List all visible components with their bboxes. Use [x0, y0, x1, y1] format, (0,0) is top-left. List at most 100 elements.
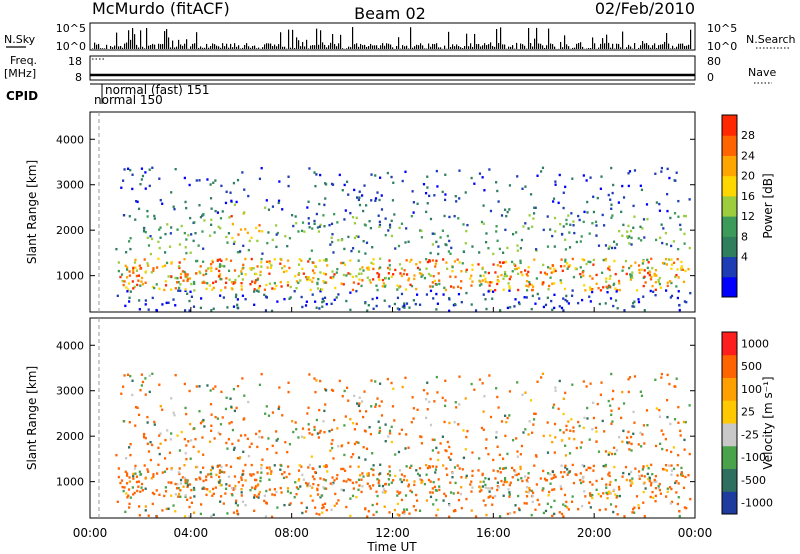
velocity-cell	[429, 457, 432, 461]
velocity-cell	[135, 480, 138, 484]
power-cell	[293, 290, 296, 293]
power-cell	[218, 263, 222, 266]
velocity-cell	[288, 443, 292, 446]
velocity-cell	[663, 468, 666, 471]
velocity-cell	[415, 469, 418, 472]
velocity-cell	[317, 483, 320, 487]
power-cell	[515, 267, 518, 271]
velocity-cell	[140, 486, 143, 489]
power-cell	[581, 258, 584, 261]
velocity-cell	[602, 492, 605, 495]
power-cell	[650, 275, 653, 279]
noise-bar	[610, 47, 612, 49]
velocity-cell	[260, 463, 263, 467]
noise-bar	[342, 48, 344, 49]
noise-bar	[346, 48, 348, 49]
power-cell	[492, 252, 495, 256]
velocity-cell	[549, 434, 552, 437]
velocity-cell	[630, 480, 633, 483]
velocity-cell	[370, 467, 373, 471]
power-cell	[201, 281, 204, 284]
power-cell	[185, 206, 188, 210]
power-cell	[199, 271, 202, 275]
velocity-cell	[282, 476, 286, 480]
power-cell	[253, 288, 256, 291]
velocity-cell	[627, 378, 630, 381]
velocity-cell	[515, 437, 518, 440]
velocity-cell	[441, 396, 444, 400]
velocity-cell	[640, 394, 644, 398]
velocity-cell	[211, 494, 214, 497]
power-cell	[321, 305, 324, 308]
velocity-cell	[138, 514, 141, 517]
velocity-cell	[183, 476, 186, 480]
velocity-cell	[294, 421, 297, 424]
power-cell	[258, 224, 261, 227]
noise-bar	[132, 28, 134, 49]
power-cell	[179, 272, 183, 276]
velocity-cell	[664, 463, 668, 467]
velocity-cell	[194, 437, 197, 441]
power-cell	[367, 304, 370, 307]
velocity-cell	[552, 403, 556, 406]
power-cell	[193, 289, 196, 292]
velocity-cell	[533, 412, 536, 415]
power-cell	[416, 266, 420, 270]
power-cell	[318, 225, 321, 228]
noise-bar	[470, 43, 472, 49]
velocity-cell	[438, 485, 441, 488]
velocity-cell	[371, 452, 374, 455]
power-cell	[414, 302, 417, 306]
velocity-cell	[134, 405, 138, 409]
velocity-cell	[449, 458, 452, 461]
colorbar-swatch	[722, 377, 737, 401]
velocity-cell	[267, 414, 271, 417]
velocity-cell	[144, 476, 148, 479]
velocity-cell	[617, 485, 621, 489]
velocity-cell	[654, 444, 658, 448]
velocity-cell	[325, 508, 328, 512]
power-cell	[140, 280, 143, 283]
power-cell	[374, 199, 377, 202]
power-cell	[186, 273, 189, 276]
power-cell	[670, 294, 674, 298]
noise-bar	[444, 45, 446, 49]
power-cell	[144, 171, 147, 174]
velocity-cell	[345, 480, 348, 483]
colorbar-swatch	[722, 256, 737, 278]
power-cell	[205, 287, 208, 291]
power-cell	[566, 262, 569, 265]
power-cell	[471, 263, 474, 267]
power-cell	[316, 226, 319, 229]
power-cell	[157, 240, 160, 244]
power-cell	[561, 232, 564, 236]
power-cell	[137, 207, 141, 211]
power-cell	[403, 269, 406, 272]
velocity-cell	[525, 486, 529, 489]
power-cell	[378, 225, 381, 228]
power-cell	[451, 269, 454, 273]
velocity-cell	[426, 392, 429, 395]
power-cell	[288, 266, 291, 270]
velocity-cell	[505, 480, 509, 484]
velocity-cell	[413, 480, 416, 483]
velocity-cell	[418, 467, 422, 470]
noise-bar	[676, 46, 678, 49]
power-cell	[308, 257, 311, 261]
power-cell	[429, 289, 433, 293]
velocity-cell	[388, 470, 391, 473]
power-cell	[524, 269, 527, 272]
velocity-cell	[613, 488, 616, 492]
power-cell	[212, 286, 215, 290]
power-cell	[302, 272, 305, 275]
velocity-cell	[120, 479, 124, 482]
power-cell	[431, 281, 434, 284]
power-cell	[301, 221, 305, 224]
velocity-cell	[342, 489, 345, 492]
velocity-cell	[144, 393, 147, 396]
power-cell	[683, 300, 686, 303]
colorbar-tick-label: -1000	[741, 497, 773, 510]
power-cell	[524, 185, 527, 188]
velocity-cell	[155, 489, 158, 492]
power-cell	[539, 271, 542, 274]
